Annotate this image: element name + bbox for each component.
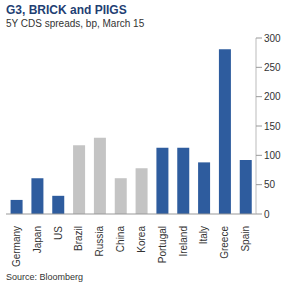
svg-text:250: 250 (264, 62, 281, 73)
svg-text:China: China (115, 226, 126, 253)
svg-text:50: 50 (264, 179, 276, 190)
svg-text:Italy: Italy (198, 226, 209, 244)
svg-text:US: US (53, 226, 64, 240)
html-text:Source: Bloomberg: Source: Bloomberg (6, 272, 83, 282)
svg-text:Greece: Greece (219, 226, 230, 259)
svg-text:Russia: Russia (94, 226, 105, 257)
svg-text:0: 0 (264, 209, 270, 220)
svg-text:Korea: Korea (136, 226, 147, 253)
svg-text:Brazil: Brazil (73, 226, 84, 251)
svg-text:300: 300 (264, 33, 281, 44)
svg-text:Germany: Germany (11, 226, 22, 267)
svg-text:Spain: Spain (240, 226, 251, 252)
svg-text:Japan: Japan (32, 226, 43, 253)
svg-text:100: 100 (264, 150, 281, 161)
svg-text:Ireland: Ireland (178, 226, 189, 257)
html-text:5Y CDS spreads, bp, March 15: 5Y CDS spreads, bp, March 15 (6, 18, 145, 29)
svg-text:150: 150 (264, 121, 281, 132)
svg-text:200: 200 (264, 91, 281, 102)
html-text:G3, BRICK and PIIGS: G3, BRICK and PIIGS (6, 3, 127, 17)
svg-text:Portugal: Portugal (157, 226, 168, 263)
